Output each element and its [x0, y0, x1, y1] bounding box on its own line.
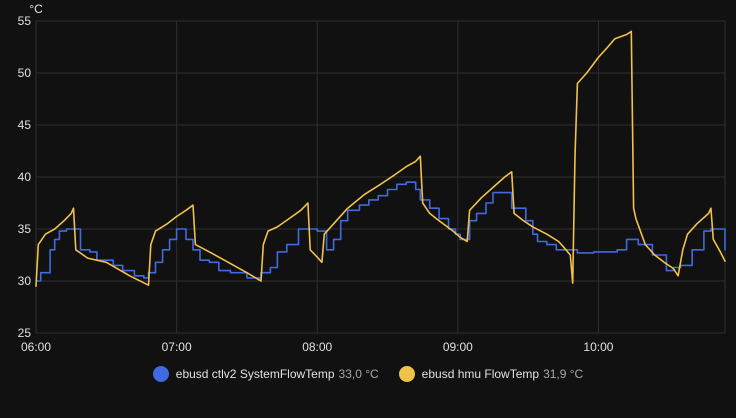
legend-item-flowtemp[interactable]: ebusd hmu FlowTemp 31,9 °C [398, 366, 584, 382]
x-tick-label: 07:00 [162, 340, 192, 354]
x-tick-label: 06:00 [21, 340, 51, 354]
y-tick-label: 35 [18, 222, 32, 236]
chart-legend: ebusd ctlv2 SystemFlowTemp 33,0 °C ebusd… [0, 366, 736, 382]
y-tick-label: 40 [18, 170, 32, 184]
x-tick-label: 08:00 [302, 340, 332, 354]
y-tick-label: 50 [18, 66, 32, 80]
y-tick-label: 30 [18, 274, 32, 288]
legend-item-systemflowtemp[interactable]: ebusd ctlv2 SystemFlowTemp 33,0 °C [152, 366, 379, 382]
series-line-0 [35, 181, 726, 282]
y-tick-label: 55 [18, 14, 32, 28]
legend-value-systemflowtemp: 33,0 °C [338, 367, 379, 381]
line-chart[interactable]: 55 50 45 40 35 30 25 °C 06:00 07:00 08:00 09:00 10:0… [0, 0, 736, 360]
y-unit-label: °C [29, 2, 43, 16]
y-tick-label: 25 [18, 326, 32, 340]
legend-value-flowtemp: 31,9 °C [543, 367, 584, 381]
series-line-1 [35, 30, 726, 287]
x-tick-label: 10:00 [583, 340, 613, 354]
legend-dot-systemflowtemp [152, 366, 169, 382]
legend-label-flowtemp: ebusd hmu FlowTemp [421, 367, 540, 381]
y-tick-label: 45 [18, 118, 32, 132]
legend-label-systemflowtemp: ebusd ctlv2 SystemFlowTemp [175, 367, 335, 381]
legend-dot-flowtemp [398, 366, 415, 382]
x-tick-label: 09:00 [443, 340, 473, 354]
